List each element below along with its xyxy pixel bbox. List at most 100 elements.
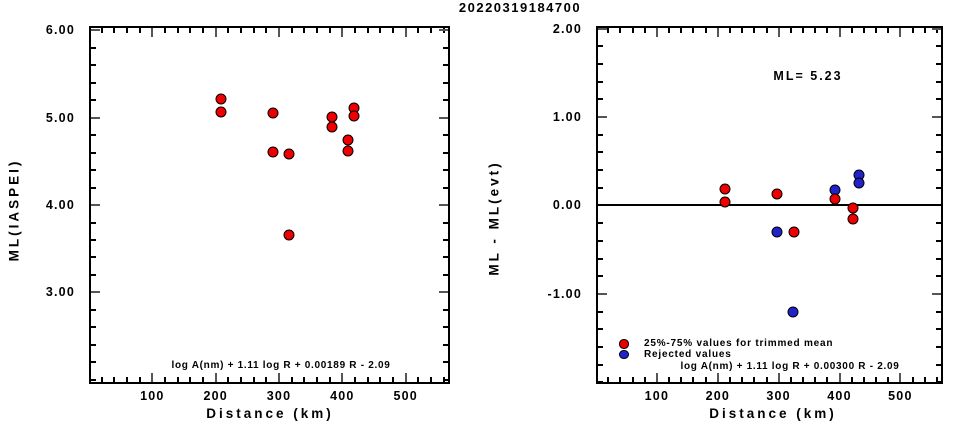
x-minor-tick — [862, 377, 865, 382]
y-minor-tick — [598, 222, 603, 225]
y-major-tick — [91, 29, 100, 32]
x-minor-tick — [802, 28, 804, 33]
x-minor-tick — [100, 377, 103, 382]
x-minor-tick — [704, 377, 707, 382]
x-minor-tick — [704, 28, 707, 33]
x-minor-tick — [290, 28, 293, 33]
x-minor-tick — [164, 28, 166, 33]
y-major-tick — [91, 204, 100, 206]
x-minor-tick — [176, 377, 179, 382]
x-minor-tick — [850, 28, 853, 33]
x-minor-tick — [303, 377, 306, 382]
y-major-tick — [439, 29, 448, 32]
x-minor-tick — [741, 28, 744, 33]
y-minor-tick — [598, 45, 603, 48]
y-major-tick — [932, 292, 941, 295]
x-tick-label: 200 — [705, 389, 731, 403]
x-minor-tick — [875, 377, 877, 382]
y-minor-tick — [91, 273, 96, 276]
y-minor-tick — [598, 151, 603, 154]
y-minor-tick — [443, 134, 448, 137]
y-minor-tick — [91, 81, 96, 84]
left-plot-frame — [89, 26, 450, 384]
data-point-accepted — [215, 93, 227, 105]
y-minor-tick — [598, 169, 603, 172]
y-minor-tick — [91, 308, 96, 311]
x-minor-tick — [911, 377, 914, 382]
y-minor-tick — [598, 328, 603, 331]
y-minor-tick — [936, 275, 941, 278]
x-minor-tick — [765, 377, 768, 382]
y-minor-tick — [91, 378, 96, 381]
x-minor-tick — [680, 377, 683, 382]
x-minor-tick — [126, 28, 128, 33]
y-minor-tick — [443, 221, 448, 224]
legend-rejected-dot-icon — [619, 349, 629, 359]
x-minor-tick — [692, 28, 695, 33]
y-major-tick — [932, 116, 941, 118]
y-minor-tick — [936, 186, 941, 189]
x-minor-tick — [176, 28, 179, 33]
y-minor-tick — [91, 64, 96, 67]
x-minor-tick — [366, 377, 369, 382]
x-major-tick — [341, 373, 344, 382]
x-minor-tick — [607, 28, 610, 33]
y-minor-tick — [936, 328, 941, 331]
y-minor-tick — [443, 99, 448, 102]
data-point-accepted — [719, 196, 731, 208]
data-point-accepted — [719, 183, 731, 195]
figure-title: 20220319184700 — [458, 0, 582, 15]
x-minor-tick — [668, 28, 671, 33]
x-minor-tick — [765, 28, 768, 33]
x-major-tick — [278, 28, 280, 37]
x-minor-tick — [607, 377, 610, 382]
x-tick-label: 100 — [644, 389, 670, 403]
x-minor-tick — [417, 377, 420, 382]
x-major-tick — [838, 28, 841, 37]
x-minor-tick — [189, 28, 192, 33]
legend-rejected-label: Rejected values — [644, 348, 732, 360]
data-point-accepted — [267, 107, 279, 119]
x-minor-tick — [850, 377, 853, 382]
x-major-tick — [838, 373, 841, 382]
x-major-tick — [341, 28, 344, 37]
x-minor-tick — [814, 28, 817, 33]
y-minor-tick — [598, 310, 603, 313]
y-minor-tick — [91, 343, 96, 346]
x-minor-tick — [138, 377, 141, 382]
y-minor-tick — [443, 308, 448, 311]
y-minor-tick — [598, 239, 603, 242]
y-minor-tick — [443, 273, 448, 276]
x-minor-tick — [417, 28, 420, 33]
legend-accepted-label: 25%-75% values for trimmed mean — [644, 338, 834, 349]
x-minor-tick — [354, 28, 356, 33]
x-minor-tick — [164, 377, 166, 382]
x-minor-tick — [126, 377, 128, 382]
y-minor-tick — [91, 169, 96, 172]
x-minor-tick — [252, 377, 255, 382]
zero-reference-line — [596, 204, 943, 207]
ml-value-annotation: ML= 5.23 — [773, 69, 843, 83]
y-minor-tick — [443, 326, 448, 329]
data-point-rejected — [853, 177, 865, 188]
x-minor-tick — [887, 28, 890, 33]
x-minor-tick — [643, 377, 646, 382]
y-minor-tick — [443, 343, 448, 346]
y-tick-label: -1.00 — [547, 286, 582, 301]
x-minor-tick — [753, 28, 756, 33]
x-minor-tick — [619, 28, 622, 33]
data-point-accepted — [326, 111, 338, 123]
x-minor-tick — [923, 377, 926, 382]
x-minor-tick — [265, 28, 268, 33]
x-major-tick — [655, 373, 658, 382]
y-minor-tick — [936, 98, 941, 101]
y-minor-tick — [598, 257, 603, 260]
x-tick-label: 100 — [140, 389, 165, 403]
y-minor-tick — [91, 99, 96, 102]
x-minor-tick — [631, 28, 634, 33]
y-minor-tick — [443, 169, 448, 172]
x-minor-tick — [366, 28, 369, 33]
x-minor-tick — [862, 28, 865, 33]
x-minor-tick — [113, 377, 116, 382]
x-minor-tick — [911, 28, 914, 33]
